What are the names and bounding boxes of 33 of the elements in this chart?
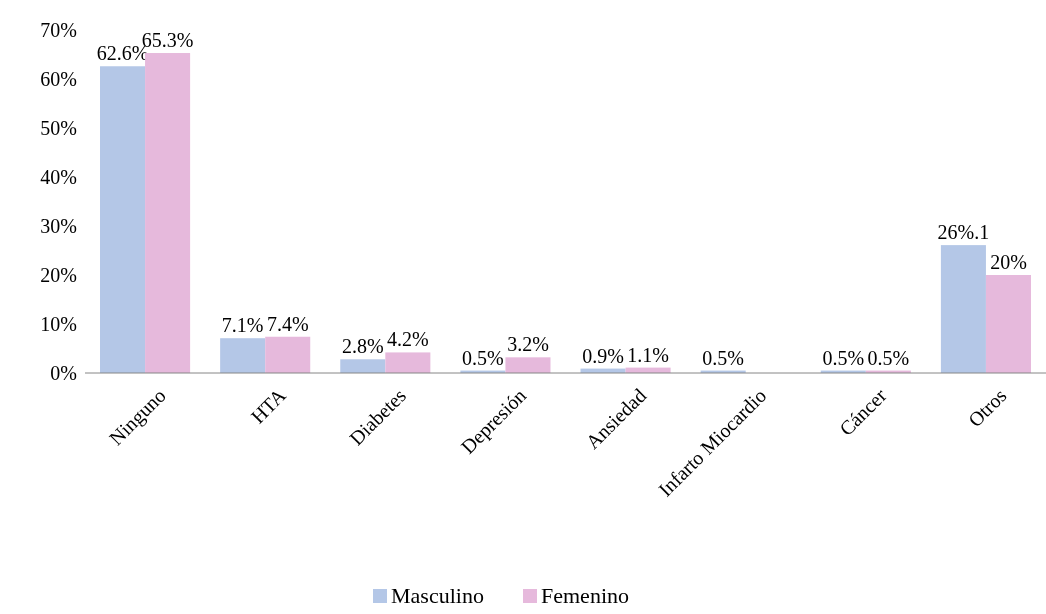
y-tick-label: 30% xyxy=(40,215,77,237)
data-label: 20% xyxy=(990,251,1027,273)
y-tick-label: 50% xyxy=(40,117,77,139)
data-label: 2.8% xyxy=(341,335,384,358)
y-tick-label: 40% xyxy=(40,166,77,188)
data-label: 0.5% xyxy=(822,346,865,369)
bar xyxy=(265,336,311,373)
legend-label: Masculino xyxy=(391,583,484,608)
data-label: 3.2% xyxy=(507,333,549,356)
y-tick-label: 70% xyxy=(40,19,77,41)
data-label: 0.5% xyxy=(702,346,744,369)
data-label: 1.1% xyxy=(627,343,669,366)
legend-label: Femenino xyxy=(541,583,629,608)
bar xyxy=(220,338,266,373)
bar xyxy=(385,352,431,373)
y-tick-label: 20% xyxy=(40,264,77,286)
bar xyxy=(985,275,1031,373)
bar xyxy=(505,357,551,373)
bar xyxy=(145,53,191,373)
bar xyxy=(340,359,386,373)
bar xyxy=(100,66,146,373)
data-label: 7.1% xyxy=(221,314,264,337)
y-tick-label: 60% xyxy=(40,68,77,90)
y-tick-label: 0% xyxy=(50,362,77,384)
data-label: 0.5% xyxy=(867,346,910,369)
data-label: 26%.1 xyxy=(937,221,990,244)
x-tick-label: HTA xyxy=(246,383,291,428)
data-label: 4.2% xyxy=(387,328,429,351)
data-label: 0.9% xyxy=(582,344,624,367)
y-tick-label: 10% xyxy=(40,313,77,335)
data-label: 7.4% xyxy=(266,312,309,335)
bar xyxy=(940,245,986,373)
data-label: 0.5% xyxy=(462,346,504,369)
